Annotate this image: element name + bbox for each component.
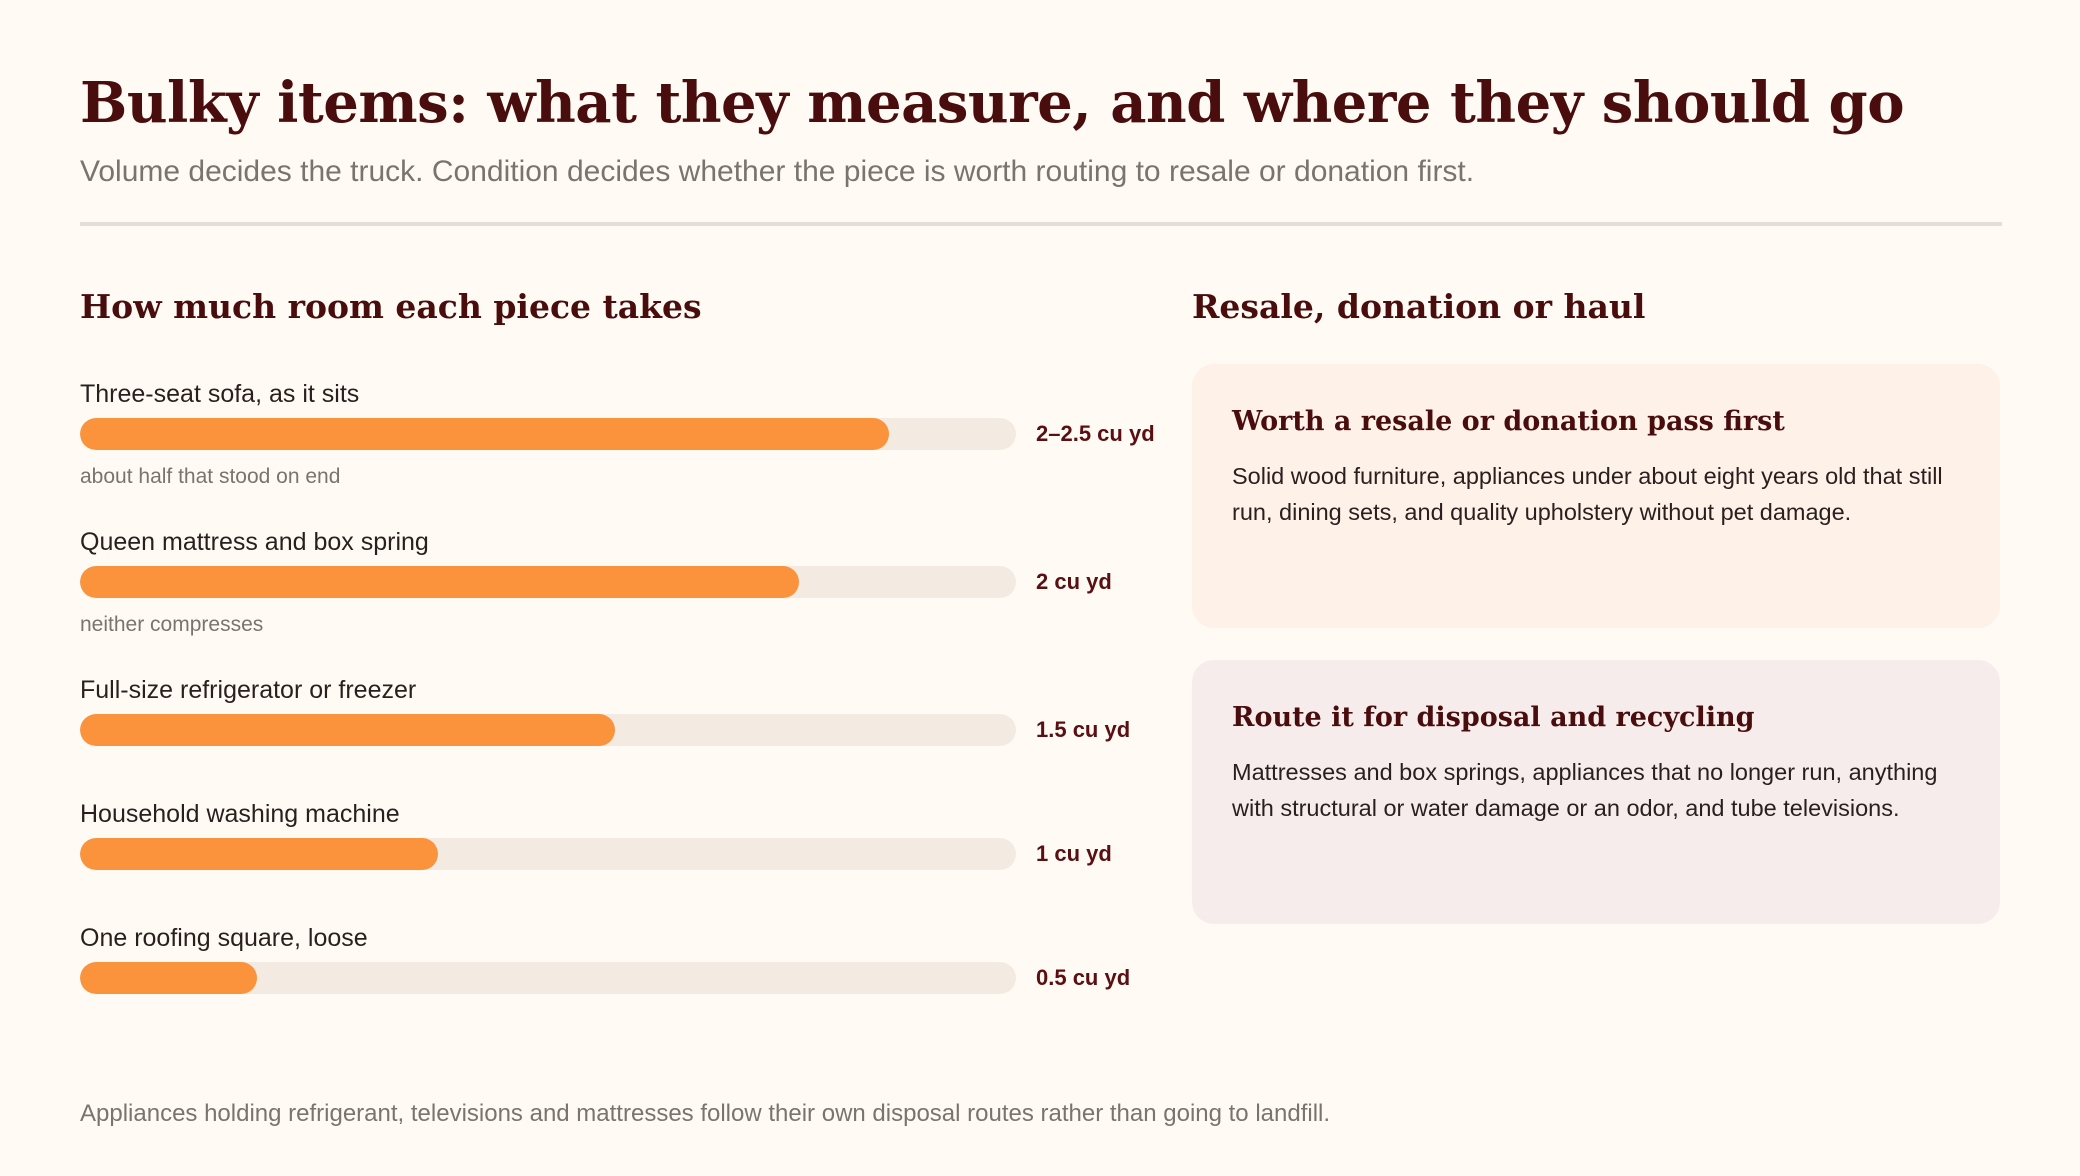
card-title: Route it for disposal and recycling xyxy=(1232,702,1755,733)
bar-label: One roofing square, loose xyxy=(80,924,368,952)
page: Bulky items: what they measure, and wher… xyxy=(80,0,2002,1176)
header-divider xyxy=(80,222,2002,226)
footnote: Appliances holding refrigerant, televisi… xyxy=(80,1100,1331,1127)
bar-label: Three-seat sofa, as it sits xyxy=(80,380,360,408)
card-text: Solid wood furniture, appliances under a… xyxy=(1232,463,1943,525)
bar-track xyxy=(80,418,1016,450)
bar-value-label: 1.5 cu yd xyxy=(1036,717,1131,742)
chart-section-title: How much room each piece takes xyxy=(80,287,702,326)
disposal-recycling-card: Route it for disposal and recycling Matt… xyxy=(1192,660,2000,924)
bar-fill xyxy=(80,838,438,870)
bar-value-label: 1 cu yd xyxy=(1036,841,1112,866)
bar-value-label: 0.5 cu yd xyxy=(1036,965,1131,990)
bar-fill xyxy=(80,714,615,746)
bar-value-label: 2–2.5 cu yd xyxy=(1036,421,1155,446)
routing-section-title: Resale, donation or haul xyxy=(1192,287,1646,326)
page-subtitle: Volume decides the truck. Condition deci… xyxy=(80,155,1475,188)
bar-fill xyxy=(80,566,799,598)
bar-value-label: 2 cu yd xyxy=(1036,569,1112,594)
bar-track xyxy=(80,838,1016,870)
bar-note: about half that stood on end xyxy=(80,465,341,488)
bar-note: neither compresses xyxy=(80,613,264,636)
page-title: Bulky items: what they measure, and wher… xyxy=(80,70,1905,136)
resale-donation-card: Worth a resale or donation pass first So… xyxy=(1192,364,2000,628)
bar-label: Full-size refrigerator or freezer xyxy=(80,676,417,704)
bar-label: Queen mattress and box spring xyxy=(80,528,429,556)
bar-fill xyxy=(80,418,889,450)
bar-track xyxy=(80,566,1016,598)
card-text: Mattresses and box springs, appliances t… xyxy=(1232,759,1938,821)
bar-label: Household washing machine xyxy=(80,800,400,828)
bar-fill xyxy=(80,962,257,994)
bar-track xyxy=(80,714,1016,746)
card-title: Worth a resale or donation pass first xyxy=(1232,406,1785,437)
bar-track xyxy=(80,962,1016,994)
